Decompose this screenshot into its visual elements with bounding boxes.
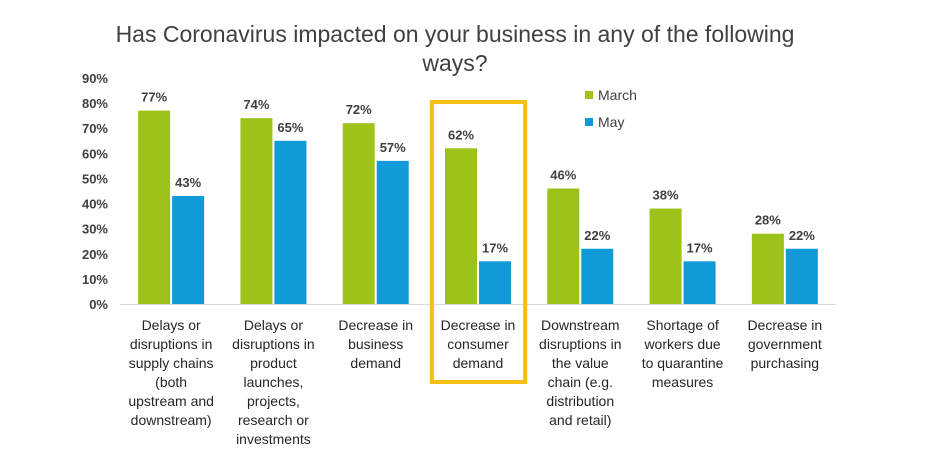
category-label-line: product: [250, 355, 297, 371]
y-axis: 0% 10% 20% 30% 40% 50% 60% 70% 80% 90%: [82, 71, 108, 312]
category-label-line: government: [748, 336, 822, 352]
y-tick-label: 20%: [82, 247, 108, 262]
category-label: Delays or disruptions in product launches, p…: [232, 317, 315, 447]
bars-group: [138, 110, 818, 305]
data-label-march: 74%: [243, 97, 269, 112]
data-label-may: 43%: [175, 175, 201, 190]
category-label-line: workers due: [643, 336, 720, 352]
category-label-line: distribution: [546, 393, 614, 409]
y-tick-label: 90%: [82, 71, 108, 86]
category-label: Delays or disruptions in supply chains (bot…: [128, 317, 214, 428]
category-label-line: Shortage of: [646, 317, 718, 333]
data-label-may: 17%: [687, 240, 713, 255]
bar-may: [581, 248, 614, 304]
chart-title: Has Coronavirus impacted on your busines…: [115, 21, 795, 76]
data-label-march: 72%: [346, 102, 372, 117]
bar-may: [274, 140, 307, 304]
bar-may: [683, 261, 716, 304]
data-label-march: 62%: [448, 127, 474, 142]
category-label-line: measures: [652, 374, 713, 390]
data-label-may: 22%: [584, 228, 610, 243]
y-tick-label: 30%: [82, 222, 108, 237]
y-tick-label: 50%: [82, 171, 108, 186]
data-label-may: 22%: [789, 228, 815, 243]
bar-march: [445, 148, 477, 304]
bar-march: [649, 208, 682, 304]
category-label-line: to quarantine: [642, 355, 724, 371]
category-label-line: the value: [552, 355, 609, 371]
category-label-line: Downstream: [541, 317, 620, 333]
category-label-line: consumer: [447, 336, 509, 352]
category-label-line: investments: [236, 431, 311, 447]
category-label-line: launches,: [243, 374, 303, 390]
category-label: Downstream disruptions in the value chain (…: [539, 317, 622, 428]
bar-march: [342, 123, 375, 304]
category-label-line: demand: [350, 355, 401, 371]
category-label-line: (both: [155, 374, 187, 390]
category-label-line: and retail): [549, 412, 611, 428]
y-tick-label: 60%: [82, 146, 108, 161]
category-label-line: Decrease in: [441, 317, 516, 333]
data-label-may: 65%: [277, 120, 303, 135]
category-label-line: downstream): [131, 412, 212, 428]
category-label-line: supply chains: [129, 355, 214, 371]
highlight-box: [429, 100, 528, 384]
category-label: Decrease in business demand: [338, 317, 413, 371]
category-label-line: business: [348, 336, 403, 352]
data-label-march: 77%: [141, 90, 167, 105]
bar-may: [479, 261, 511, 304]
y-tick-label: 70%: [82, 121, 108, 136]
category-label-line: upstream and: [128, 393, 214, 409]
category-label-line: Delays or: [142, 317, 201, 333]
y-tick-label: 0%: [89, 297, 108, 312]
data-label-march: 28%: [755, 213, 781, 228]
bar-march: [138, 110, 171, 305]
category-label-line: Decrease in: [338, 317, 413, 333]
legend: March May: [585, 87, 637, 130]
y-tick-label: 80%: [82, 96, 108, 111]
category-label-line: purchasing: [751, 355, 820, 371]
data-label-may: 17%: [482, 240, 508, 255]
bar-march: [751, 233, 784, 304]
data-label-march: 38%: [653, 188, 679, 203]
bar-may: [376, 160, 409, 304]
category-label-line: disruptions in: [232, 336, 315, 352]
category-label-line: Delays or: [244, 317, 303, 333]
category-label: Decrease in government purchasing: [748, 317, 823, 371]
legend-label-march: March: [598, 87, 637, 103]
data-label-march: 46%: [550, 167, 576, 182]
category-label-line: disruptions in: [130, 336, 213, 352]
category-label-line: demand: [453, 355, 504, 371]
y-tick-label: 40%: [82, 197, 108, 212]
category-label-line: Decrease in: [748, 317, 823, 333]
data-label-may: 57%: [380, 140, 406, 155]
category-label-line: research or: [238, 412, 309, 428]
legend-swatch-march: [585, 91, 593, 99]
data-labels-group: 77% 43% 74% 65% 72% 57% 62% 17% 46% 22% 38% 17% 28% 2…: [141, 90, 815, 256]
legend-swatch-may: [585, 118, 593, 126]
bar-march: [547, 188, 580, 304]
category-label-line: chain (e.g.: [548, 374, 613, 390]
category-labels-group: Delays or disruptions in supply chains (bot…: [128, 317, 822, 447]
y-tick-label: 10%: [82, 272, 108, 287]
category-label-line: disruptions in: [539, 336, 622, 352]
category-label: Decrease in consumer demand: [441, 317, 516, 371]
category-label-line: projects,: [247, 393, 300, 409]
bar-may: [172, 196, 205, 304]
category-label: Shortage of workers due to quarantine measu…: [642, 317, 724, 390]
bar-may: [785, 248, 818, 304]
bar-march: [240, 118, 273, 304]
legend-label-may: May: [598, 114, 624, 130]
